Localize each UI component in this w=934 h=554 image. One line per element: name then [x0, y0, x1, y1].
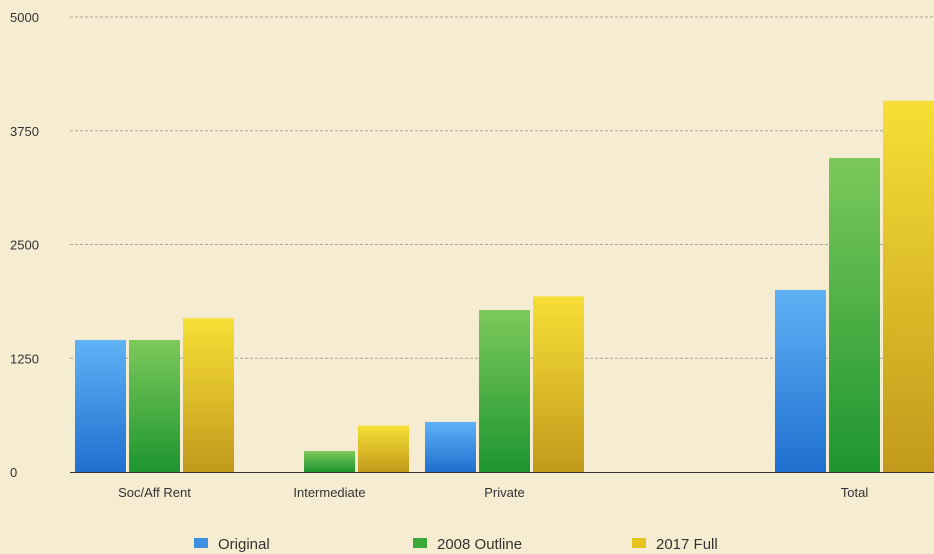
x-category-label: Private [484, 485, 524, 500]
legend-swatch [194, 538, 208, 548]
legend: Original 2008 Outline 2017 Full [194, 536, 718, 553]
y-tick-label: 3750 [10, 124, 39, 139]
y-tick-label: 5000 [10, 10, 39, 25]
y-tick-label: 0 [10, 465, 17, 480]
x-category-label: Soc/Aff Rent [118, 485, 191, 500]
x-axis: Soc/Aff Rent Intermediate Private Total [70, 472, 934, 500]
bar-2017-full-4 [883, 100, 934, 472]
legend-label: Original [218, 536, 270, 553]
bar-original-2 [425, 421, 476, 472]
bars [75, 100, 934, 473]
bar-2017-full-0 [183, 318, 234, 472]
legend-label: 2008 Outline [437, 536, 522, 553]
y-axis-ticks: 0 1250 2500 3750 5000 [10, 10, 39, 480]
bar-2008-outline-0 [129, 340, 180, 472]
bar-original-0 [75, 340, 126, 472]
x-category-label: Intermediate [293, 485, 365, 500]
bar-2008-outline-1 [304, 451, 355, 472]
y-tick-label: 2500 [10, 238, 39, 253]
legend-swatch [413, 538, 427, 548]
bar-2017-full-2 [533, 296, 584, 472]
x-category-label: Total [841, 485, 869, 500]
legend-label: 2017 Full [656, 536, 718, 553]
bar-2008-outline-2 [479, 310, 530, 472]
bar-2008-outline-4 [829, 158, 880, 473]
y-tick-label: 1250 [10, 351, 39, 366]
legend-swatch [632, 538, 646, 548]
bar-2017-full-1 [358, 425, 409, 472]
bar-original-4 [775, 290, 826, 472]
